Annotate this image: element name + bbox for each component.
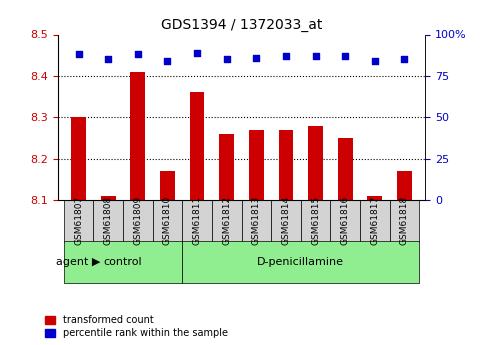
Bar — [338, 138, 353, 200]
Text: D-penicillamine: D-penicillamine — [257, 257, 344, 267]
Point — [341, 53, 349, 59]
Bar — [94, 200, 123, 242]
Point — [104, 57, 112, 62]
Bar — [71, 117, 86, 200]
Point — [193, 50, 201, 56]
Text: GSM61816: GSM61816 — [341, 196, 350, 245]
Point — [164, 58, 171, 64]
Bar — [182, 241, 419, 283]
Bar — [301, 200, 330, 242]
Legend: transformed count, percentile rank within the sample: transformed count, percentile rank withi… — [43, 313, 230, 340]
Text: GSM61809: GSM61809 — [133, 196, 142, 245]
Bar — [367, 196, 382, 200]
Bar — [397, 171, 412, 200]
Point — [75, 52, 83, 57]
Bar — [360, 200, 389, 242]
Text: GSM61817: GSM61817 — [370, 196, 379, 245]
Text: GSM61815: GSM61815 — [311, 196, 320, 245]
Bar — [123, 200, 153, 242]
Bar — [389, 200, 419, 242]
Text: GSM61812: GSM61812 — [222, 196, 231, 245]
Text: GSM61810: GSM61810 — [163, 196, 172, 245]
Point — [400, 57, 408, 62]
Bar — [249, 130, 264, 200]
Bar — [219, 134, 234, 200]
Text: GSM61811: GSM61811 — [193, 196, 201, 245]
Text: agent ▶: agent ▶ — [57, 257, 101, 267]
Bar — [160, 171, 175, 200]
Point — [253, 55, 260, 60]
Bar — [101, 196, 116, 200]
Text: GSM61807: GSM61807 — [74, 196, 83, 245]
Text: GSM61818: GSM61818 — [400, 196, 409, 245]
Point — [223, 57, 230, 62]
Point — [134, 52, 142, 57]
Point — [371, 58, 379, 64]
Bar — [64, 241, 182, 283]
Point — [312, 53, 319, 59]
Bar — [308, 126, 323, 200]
Text: GSM61814: GSM61814 — [282, 196, 290, 245]
Bar — [242, 200, 271, 242]
Title: GDS1394 / 1372033_at: GDS1394 / 1372033_at — [161, 18, 322, 32]
Bar — [190, 92, 204, 200]
Bar — [153, 200, 182, 242]
Bar — [271, 200, 301, 242]
Text: control: control — [104, 257, 142, 267]
Bar — [64, 200, 94, 242]
Bar — [330, 200, 360, 242]
Bar — [130, 72, 145, 200]
Text: GSM61813: GSM61813 — [252, 196, 261, 245]
Point — [282, 53, 290, 59]
Bar — [212, 200, 242, 242]
Bar — [279, 130, 293, 200]
Text: GSM61808: GSM61808 — [104, 196, 113, 245]
Bar — [182, 200, 212, 242]
